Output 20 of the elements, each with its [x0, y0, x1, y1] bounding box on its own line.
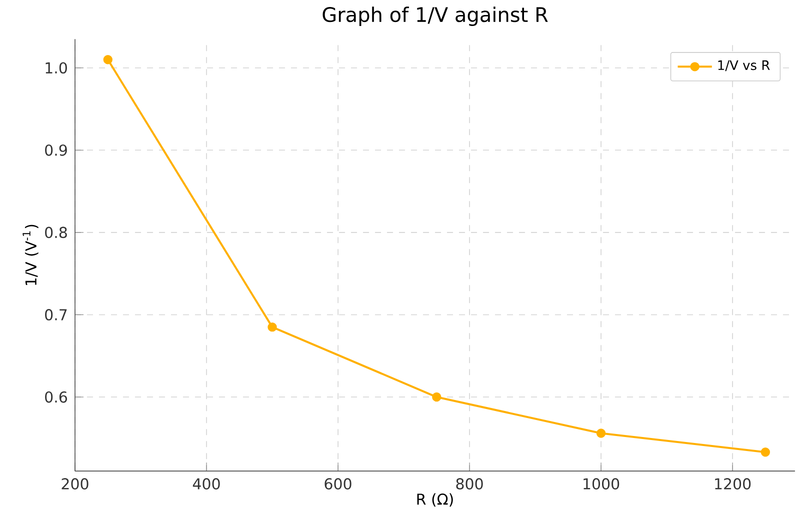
point	[103, 54, 112, 64]
y-tick-label: 0.9	[45, 144, 67, 156]
legend-label: 1/V vs R	[718, 60, 770, 71]
point	[596, 428, 606, 438]
point	[268, 322, 277, 332]
point	[432, 392, 442, 402]
y-tick-label: 0.8	[45, 226, 67, 238]
y-tick-label: 0.6	[45, 391, 67, 403]
y-axis-title: 1/V (V$^{-1}$)	[22, 224, 38, 285]
x-tick-label: 600	[324, 478, 352, 490]
x-tick-label: 200	[62, 478, 88, 490]
x-tick-label: 800	[456, 478, 483, 490]
y-tick-label: 1.0	[46, 62, 67, 74]
point	[760, 447, 770, 457]
y-tick-label: 0.7	[45, 308, 67, 320]
x-tick-label: 400	[192, 478, 220, 490]
x-axis-title: R (Ω)	[417, 493, 453, 506]
x-tick-label: 1200	[715, 478, 751, 490]
x-tick-label: 1000	[584, 478, 620, 490]
chart-title: Graph of 1/V against R	[322, 6, 548, 26]
